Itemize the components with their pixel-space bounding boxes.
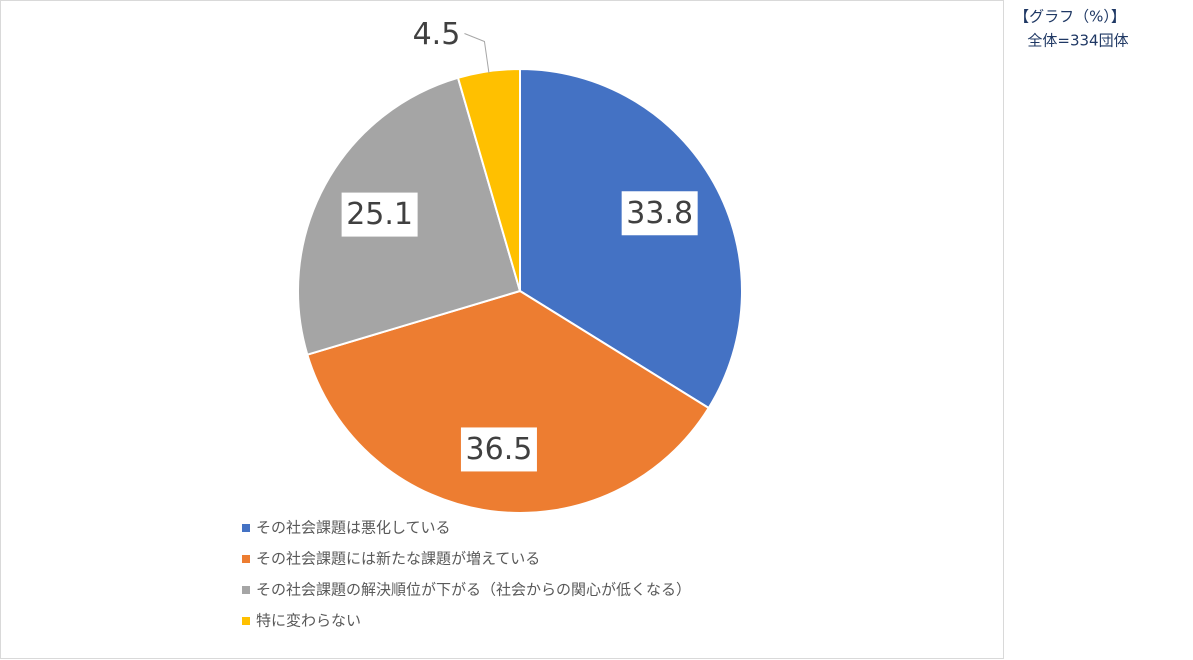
legend-label: その社会課題は悪化している <box>256 519 451 537</box>
data-label: 25.1 <box>346 197 413 232</box>
legend-marker <box>242 524 250 532</box>
legend-label: 特に変わらない <box>256 612 361 630</box>
legend-marker <box>242 555 250 563</box>
pie-slice <box>519 67 743 410</box>
legend-label: その社会課題の解決順位が下がる（社会からの関心が低くなる） <box>256 581 691 599</box>
legend-marker <box>242 617 250 625</box>
note: 全体=334団体 <box>1027 32 1128 50</box>
note: 【グラフ（%）】 <box>1014 8 1126 26</box>
pie-slice <box>306 289 711 514</box>
legend-label: その社会課題には新たな課題が増えている <box>256 550 540 568</box>
data-label-box <box>341 192 418 237</box>
legend-marker <box>242 586 250 594</box>
data-label: 36.5 <box>466 432 533 467</box>
leader-line <box>464 33 490 74</box>
data-label: 4.5 <box>413 17 461 52</box>
data-label: 33.8 <box>626 196 693 231</box>
data-label-box <box>460 427 537 472</box>
data-label-box <box>621 191 698 236</box>
